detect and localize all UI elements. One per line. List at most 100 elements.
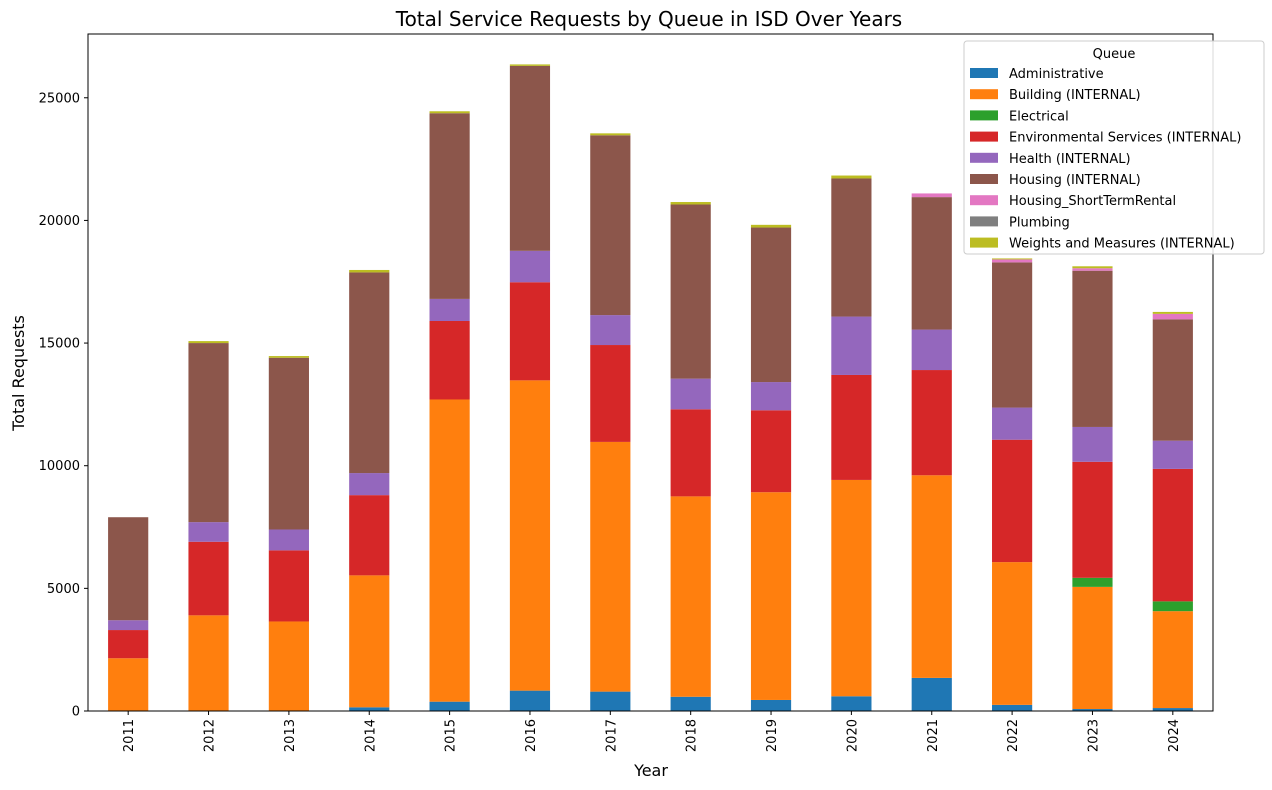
legend-swatch	[970, 110, 998, 121]
bar-segment-2011-1	[108, 658, 149, 711]
bar-segment-2017-3	[590, 345, 631, 442]
x-tick-label: 2023	[1086, 719, 1101, 752]
bar-segment-2023-4	[1072, 426, 1113, 462]
bar-segment-2023-0	[1072, 709, 1113, 711]
bar-segment-2023-8	[1072, 266, 1113, 269]
y-tick-label: 0	[72, 705, 80, 720]
axes-layer: 0 5000 10000 15000 20000 25000 2011 2012 2013 201…	[39, 33, 1214, 752]
x-tick-label: 2022	[1006, 719, 1021, 752]
bar-segment-2021-0	[911, 677, 952, 711]
legend-swatch	[970, 195, 998, 206]
bar-segment-2022-1	[992, 562, 1033, 705]
bar-segment-2014-4	[349, 473, 390, 496]
bar-segment-2013-8	[268, 356, 309, 358]
x-tick-label: 2018	[685, 719, 700, 752]
bar-segment-2017-8	[590, 133, 631, 136]
bar-segment-2013-5	[268, 357, 309, 530]
bar-segment-2022-3	[992, 439, 1033, 563]
bar-segment-2021-5	[911, 197, 952, 330]
bar-segment-2019-4	[750, 382, 792, 411]
bar-segment-2012-1	[188, 615, 229, 711]
y-tick-label: 20000	[39, 214, 80, 229]
legend-swatch	[970, 68, 998, 78]
bar-segment-2012-8	[188, 341, 229, 344]
bar-segment-2017-4	[590, 315, 631, 346]
bar-segment-2016-1	[509, 380, 551, 691]
bar-segment-2013-1	[268, 621, 309, 711]
bar-segment-2019-1	[750, 492, 792, 700]
legend-swatch	[970, 152, 998, 163]
y-tick-label: 5000	[47, 582, 80, 597]
bar-segment-2022-4	[992, 407, 1033, 440]
bar-segment-2016-4	[509, 250, 551, 283]
legend: Queue Administrative Building (INTERNAL) El…	[963, 40, 1265, 255]
bar-segment-2014-8	[349, 269, 390, 273]
bar-segment-2016-5	[509, 65, 551, 251]
bar-segment-2020-5	[831, 178, 872, 317]
bar-segment-2015-3	[429, 320, 470, 400]
bar-segment-2011-5	[108, 517, 149, 621]
bar-segment-2024-0	[1152, 708, 1193, 711]
x-tick-label: 2020	[845, 719, 860, 752]
x-tick-label: 2013	[283, 719, 298, 752]
bar-segment-2022-0	[992, 704, 1033, 711]
chart-title: Total Service Requests by Queue in ISD O…	[395, 7, 902, 31]
bar-segment-2017-5	[590, 135, 631, 316]
bar-segment-2024-4	[1152, 440, 1193, 469]
bar-segment-2021-1	[911, 475, 952, 678]
legend-label: Housing_ShortTermRental	[1009, 194, 1176, 209]
bar-segment-2018-0	[670, 696, 711, 711]
bar-segment-2024-8	[1152, 311, 1193, 314]
bar-segment-2018-8	[670, 202, 711, 205]
bar-segment-2020-0	[831, 696, 872, 711]
bar-segment-2024-1	[1152, 611, 1193, 709]
bar-segment-2012-3	[188, 541, 229, 616]
bar-segment-2021-4	[911, 329, 952, 371]
bar-segment-2021-3	[911, 370, 952, 476]
legend-label: Plumbing	[1009, 215, 1070, 230]
bar-segment-2012-4	[188, 522, 229, 542]
bar-segment-2021-6	[911, 193, 952, 198]
bar-segment-2018-1	[670, 496, 711, 697]
bar-segment-2014-3	[349, 495, 390, 576]
legend-label: Health (INTERNAL)	[1009, 152, 1131, 167]
y-axis-title: Total Requests	[9, 315, 28, 432]
bar-segment-2018-5	[670, 204, 711, 379]
bar-segment-2015-8	[429, 111, 470, 114]
legend-label: Environmental Services (INTERNAL)	[1009, 131, 1241, 146]
bar-segment-2019-3	[750, 410, 792, 493]
legend-label: Weights and Measures (INTERNAL)	[1009, 237, 1235, 252]
bar-segment-2019-5	[750, 227, 792, 383]
bar-segment-2011-4	[108, 620, 149, 631]
bar-segment-2020-3	[831, 374, 872, 480]
bar-segment-2015-1	[429, 399, 470, 702]
bar-segment-2023-6	[1072, 268, 1113, 271]
bar-segment-2014-1	[349, 575, 390, 708]
bar-segment-2020-8	[831, 175, 872, 179]
bar-segment-2018-4	[670, 378, 711, 410]
bar-segment-2013-4	[268, 529, 309, 551]
bar-segment-2012-5	[188, 343, 229, 523]
bar-segment-2017-1	[590, 441, 631, 692]
x-tick-label: 2019	[765, 719, 780, 752]
x-tick-label: 2024	[1167, 719, 1182, 752]
bar-segment-2017-0	[590, 691, 631, 711]
bar-segment-2023-2	[1072, 577, 1113, 587]
bar-segment-2014-0	[349, 707, 390, 711]
bar-segment-2022-5	[992, 262, 1033, 408]
legend-swatch	[970, 216, 998, 227]
x-tick-label: 2017	[604, 719, 619, 752]
bar-segment-2015-4	[429, 298, 470, 321]
bar-segment-2024-5	[1152, 319, 1193, 441]
bar-segment-2023-1	[1072, 586, 1113, 710]
bar-segment-2024-6	[1152, 313, 1193, 320]
x-tick-label: 2012	[203, 719, 218, 752]
bar-segment-2016-3	[509, 282, 551, 381]
y-tick-label: 25000	[39, 91, 80, 106]
plot-frame	[87, 33, 1214, 712]
legend-label: Building (INTERNAL)	[1009, 88, 1141, 103]
bars-layer	[108, 64, 1193, 711]
x-tick-label: 2015	[444, 719, 459, 752]
bar-segment-2023-3	[1072, 461, 1113, 578]
